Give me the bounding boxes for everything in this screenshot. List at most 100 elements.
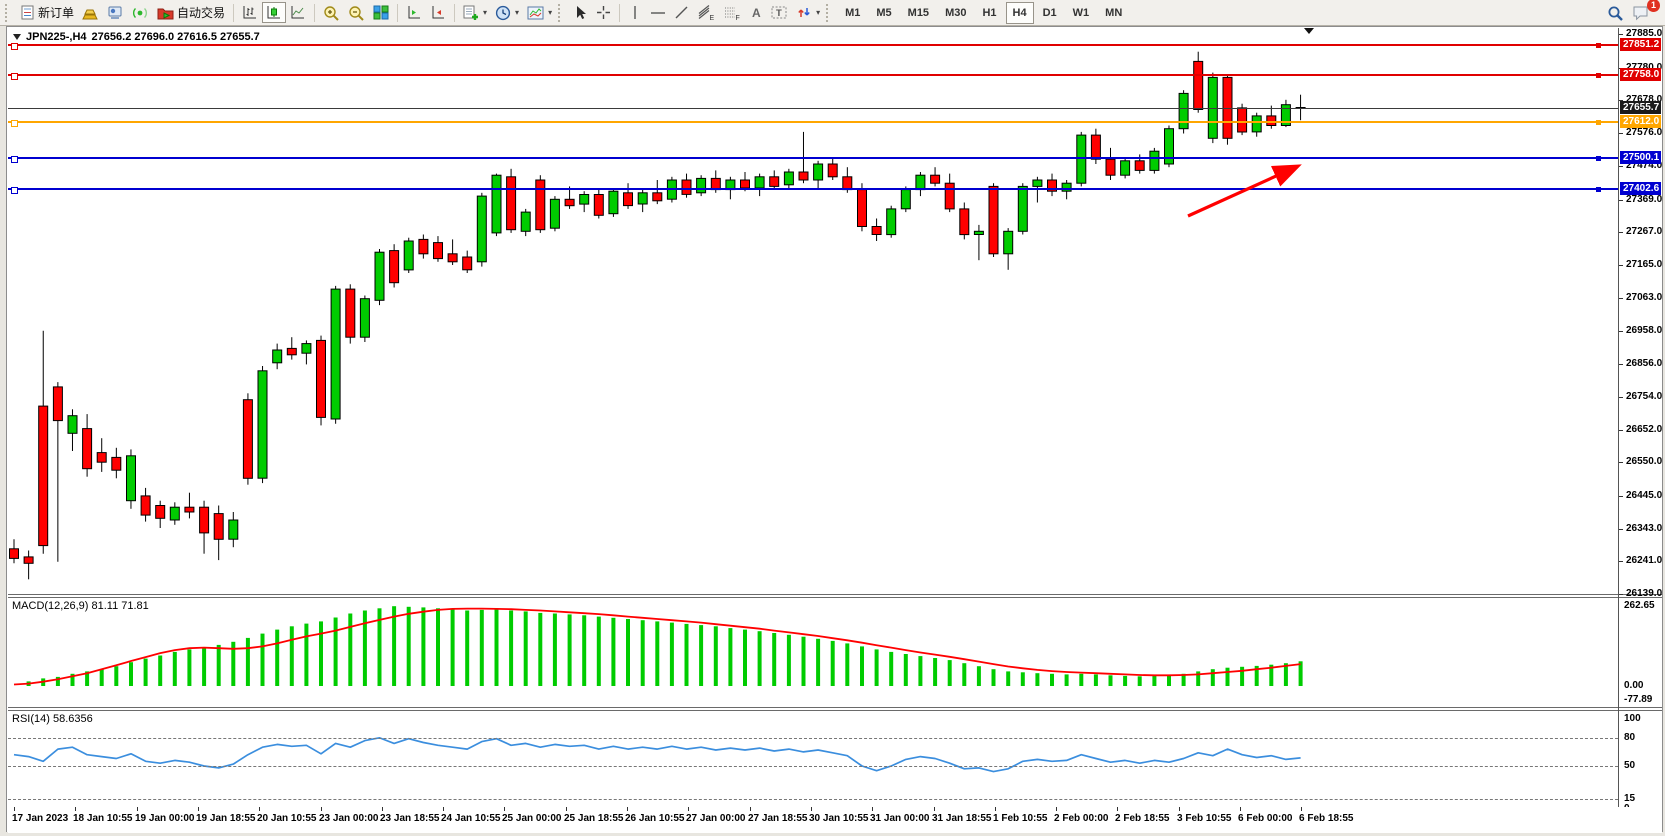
axis-tick	[1619, 34, 1623, 35]
timeframe-m15[interactable]: M15	[907, 6, 930, 19]
text-label-tool[interactable]: T	[767, 2, 792, 23]
search-button[interactable]	[1603, 2, 1628, 23]
pane-separator[interactable]	[8, 594, 1662, 595]
time-axis-tick	[504, 807, 505, 811]
notification-badge[interactable]: 1	[1647, 0, 1660, 12]
crosshair-button[interactable]	[592, 2, 615, 23]
price-tick-label: 26652.0	[1626, 424, 1663, 435]
cursor-button[interactable]	[570, 2, 592, 23]
candlestick-canvas[interactable]	[8, 28, 1618, 594]
line-chart-button[interactable]	[286, 2, 310, 23]
tile-windows-button[interactable]	[369, 2, 393, 23]
pane-separator[interactable]	[8, 710, 1662, 711]
rsi-axis-label: 50	[1624, 760, 1636, 771]
signal-button[interactable]	[128, 2, 153, 23]
price-level-badge: 27402.6	[1620, 182, 1661, 195]
level-line[interactable]	[8, 121, 1618, 123]
macd-indicator-pane[interactable]: MACD(12,26,9) 81.11 71.81	[8, 598, 1618, 707]
timeframe-m30[interactable]: M30	[945, 6, 967, 19]
pane-separator[interactable]	[8, 597, 1662, 598]
template-button[interactable]: ▾	[523, 2, 556, 23]
time-axis-label: 3 Feb 10:55	[1177, 813, 1232, 824]
time-axis-label: 19 Jan 00:00	[135, 813, 195, 824]
line-handle-icon[interactable]	[1596, 187, 1601, 192]
macd-axis[interactable]: 262.65 0.00 -77.89	[1619, 598, 1663, 707]
time-axis-tick	[1117, 807, 1118, 811]
time-axis-tick	[872, 807, 873, 811]
chat-button[interactable]: 1	[1628, 0, 1660, 23]
rsi-indicator-pane[interactable]: RSI(14) 58.6356	[8, 711, 1618, 807]
time-axis-tick	[75, 807, 76, 811]
auto-trading-button[interactable]: 自动交易	[153, 2, 229, 23]
price-tick-label: 26139.0	[1626, 588, 1663, 599]
rsi-canvas[interactable]	[8, 711, 1618, 807]
time-axis-label: 6 Feb 00:00	[1238, 813, 1293, 824]
chart-shift-button[interactable]	[402, 2, 426, 23]
line-handle-icon[interactable]	[11, 43, 18, 50]
toolbar-grip[interactable]	[5, 3, 13, 22]
candle-chart-button[interactable]	[262, 2, 287, 23]
timeframe-h1[interactable]: H1	[982, 6, 997, 19]
toolbar-grip[interactable]	[558, 3, 566, 22]
metaeditor-button[interactable]	[103, 2, 128, 23]
new-order-button[interactable]: 新订单	[17, 2, 78, 23]
pane-separator[interactable]	[8, 707, 1662, 708]
macd-axis-label: 262.65	[1624, 600, 1655, 611]
line-handle-icon[interactable]	[1596, 73, 1601, 78]
time-axis-label: 20 Jan 10:55	[257, 813, 317, 824]
resistance-line[interactable]	[8, 44, 1618, 46]
bar-chart-button[interactable]	[238, 2, 262, 23]
axis-tick	[1619, 100, 1623, 101]
new-chart-button[interactable]: ▾	[459, 2, 491, 23]
timeframe-d1[interactable]: D1	[1042, 6, 1057, 19]
zoom-in-button[interactable]	[319, 2, 344, 23]
window-bottom-edge	[0, 832, 1665, 836]
timeframe-m5[interactable]: M5	[876, 6, 892, 19]
line-handle-icon[interactable]	[11, 120, 18, 127]
period-dropdown-icon[interactable]: ▾	[515, 8, 520, 17]
text-tool[interactable]: A	[745, 2, 767, 23]
auto-scroll-button[interactable]	[426, 2, 450, 23]
support-line[interactable]	[8, 157, 1618, 159]
toolbar-separator	[314, 3, 316, 22]
line-handle-icon[interactable]	[1596, 43, 1601, 48]
fibonacci-tool[interactable]: E	[693, 2, 719, 23]
auto-trading-label: 自动交易	[177, 6, 226, 20]
arrows-dropdown-icon[interactable]: ▾	[816, 8, 821, 17]
line-handle-icon[interactable]	[1596, 120, 1601, 125]
vertical-line-tool[interactable]	[624, 2, 646, 23]
axis-tick	[1619, 496, 1623, 497]
template-dropdown-icon[interactable]: ▾	[548, 8, 553, 17]
line-handle-icon[interactable]	[11, 187, 18, 194]
price-chart-pane[interactable]: JPN225-,H4 27656.2 27696.0 27616.5 27655…	[8, 28, 1618, 594]
time-axis[interactable]: 17 Jan 2023 18 Jan 10:55 19 Jan 00:00 19 Ja…	[8, 807, 1662, 833]
time-axis-label: 17 Jan 2023	[12, 813, 69, 824]
horizontal-line-tool[interactable]	[646, 2, 670, 23]
resistance-line[interactable]	[8, 74, 1618, 76]
rsi-axis[interactable]: 1008050150	[1619, 711, 1663, 821]
timeframe-mn[interactable]: MN	[1105, 6, 1123, 19]
line-handle-icon[interactable]	[11, 73, 18, 80]
timeframe-h4[interactable]: H4	[1005, 1, 1034, 24]
market-depth-button[interactable]	[78, 2, 103, 23]
price-axis[interactable]: 26139.0 26241.0 26343.0 26445.0 26550.0 26652…	[1619, 28, 1663, 599]
line-handle-icon[interactable]	[1596, 156, 1601, 161]
toolbar-grip[interactable]	[826, 3, 834, 22]
macd-canvas[interactable]	[8, 598, 1618, 707]
timeframe-m1[interactable]: M1	[845, 6, 861, 19]
zoom-out-button[interactable]	[344, 2, 369, 23]
trendline-tool[interactable]	[670, 2, 693, 23]
price-tick-label: 26241.0	[1626, 555, 1663, 566]
arrows-tool[interactable]: ▾	[792, 2, 824, 23]
line-handle-icon[interactable]	[11, 156, 18, 163]
timeframe-w1[interactable]: W1	[1072, 6, 1090, 19]
current-price[interactable]	[8, 108, 1618, 109]
time-axis-label: 18 Jan 10:55	[73, 813, 133, 824]
price-level-badge: 27758.0	[1620, 68, 1661, 81]
grid-tool[interactable]: F	[719, 2, 745, 23]
new-chart-dropdown-icon[interactable]: ▾	[483, 8, 488, 17]
one-click-trading-icon[interactable]	[13, 34, 21, 40]
support-line[interactable]	[8, 188, 1618, 190]
time-axis-tick	[382, 807, 383, 811]
period-clock-button[interactable]: ▾	[491, 2, 523, 23]
